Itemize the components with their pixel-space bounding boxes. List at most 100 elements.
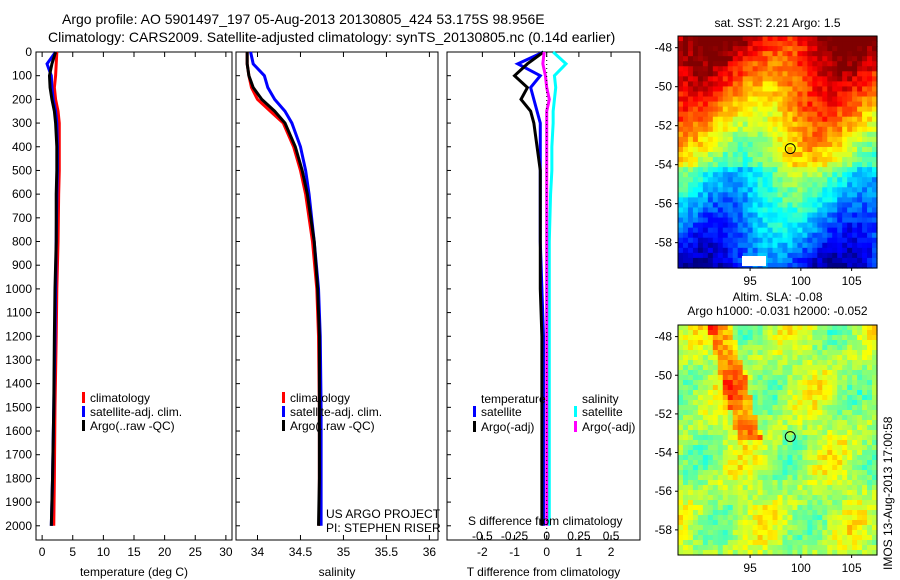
heatmap-cell bbox=[687, 212, 694, 219]
heatmap-cell bbox=[802, 550, 808, 556]
heatmap-cell bbox=[737, 390, 744, 396]
heatmap-cell bbox=[722, 252, 729, 259]
heatmap-cell bbox=[702, 131, 709, 138]
heatmap-cell bbox=[867, 76, 873, 82]
heatmap-cell bbox=[862, 380, 868, 386]
heatmap-cell bbox=[772, 395, 779, 401]
heatmap-cell bbox=[687, 505, 694, 511]
heatmap-cell bbox=[702, 162, 709, 168]
heatmap-cell bbox=[717, 455, 724, 461]
heatmap-cell bbox=[812, 450, 818, 456]
heatmap-cell bbox=[867, 510, 873, 516]
heatmap-cell bbox=[847, 340, 853, 346]
heatmap-cell bbox=[797, 440, 803, 446]
heatmap-cell bbox=[852, 222, 858, 229]
heatmap-cell bbox=[782, 415, 789, 421]
heatmap-cell bbox=[757, 530, 764, 536]
heatmap-cell bbox=[692, 395, 699, 401]
heatmap-cell bbox=[762, 126, 769, 133]
heatmap-cell bbox=[832, 430, 838, 436]
heatmap-cell bbox=[772, 355, 779, 361]
heatmap-cell bbox=[717, 490, 724, 496]
heatmap-cell bbox=[802, 475, 808, 481]
heatmap-cell bbox=[777, 420, 784, 426]
heatmap-cell bbox=[852, 157, 858, 163]
heatmap-cell bbox=[872, 330, 878, 336]
heatmap-cell bbox=[747, 420, 754, 426]
heatmap-cell bbox=[862, 81, 868, 88]
heatmap-cell bbox=[802, 395, 808, 401]
heatmap-cell bbox=[682, 505, 689, 511]
heatmap-cell bbox=[797, 480, 803, 486]
heatmap-cell bbox=[827, 167, 833, 173]
heatmap-cell bbox=[707, 162, 714, 168]
heatmap-cell bbox=[832, 177, 838, 183]
heatmap-cell bbox=[702, 430, 709, 436]
heatmap-cell bbox=[827, 340, 833, 346]
heatmap-cell bbox=[787, 525, 794, 531]
heatmap-cell bbox=[678, 167, 684, 173]
heatmap-cell bbox=[727, 445, 734, 451]
heatmap-cell bbox=[867, 106, 873, 113]
heatmap-cell bbox=[707, 202, 714, 209]
heatmap-cell bbox=[762, 410, 769, 416]
heatmap-cell bbox=[767, 415, 774, 421]
heatmap-cell bbox=[737, 325, 744, 331]
heatmap-cell bbox=[867, 355, 873, 361]
heatmap-cell bbox=[707, 545, 714, 551]
heatmap-cell bbox=[747, 430, 754, 436]
heatmap-cell bbox=[812, 520, 818, 526]
heatmap-cell bbox=[777, 106, 784, 113]
heatmap-cell bbox=[872, 192, 878, 198]
heatmap-cell bbox=[862, 455, 868, 461]
heatmap-cell bbox=[787, 167, 794, 173]
legend-swatch bbox=[473, 421, 476, 432]
heatmap-cell bbox=[757, 66, 764, 72]
heatmap-cell bbox=[722, 262, 729, 269]
heatmap-cell bbox=[792, 515, 798, 521]
heatmap-cell bbox=[832, 495, 838, 501]
heatmap-cell bbox=[802, 237, 808, 244]
heatmap-cell bbox=[812, 505, 818, 511]
heatmap-cell bbox=[872, 465, 878, 471]
heatmap-cell bbox=[862, 460, 868, 466]
heatmap-cell bbox=[687, 146, 694, 153]
heatmap-cell bbox=[792, 495, 798, 501]
heatmap-cell bbox=[707, 66, 714, 72]
heatmap-cell bbox=[732, 126, 739, 133]
heatmap-cell bbox=[832, 335, 838, 341]
heatmap-cell bbox=[797, 340, 803, 346]
heatmap-cell bbox=[852, 101, 858, 108]
heatmap-cell bbox=[767, 96, 774, 103]
heatmap-cell bbox=[712, 126, 719, 133]
heatmap-cell bbox=[752, 162, 759, 168]
heatmap-cell bbox=[787, 157, 794, 163]
heatmap-cell bbox=[752, 495, 759, 501]
heatmap-cell bbox=[678, 86, 684, 93]
heatmap-cell bbox=[678, 500, 684, 506]
heatmap-cell bbox=[727, 81, 734, 88]
heatmap-cell bbox=[737, 370, 744, 376]
heatmap-cell bbox=[707, 540, 714, 546]
heatmap-cell bbox=[712, 460, 719, 466]
heatmap-cell bbox=[857, 470, 863, 476]
heatmap-cell bbox=[678, 380, 684, 386]
heatmap-cell bbox=[697, 252, 704, 259]
heatmap-cell bbox=[737, 480, 744, 486]
heatmap-cell bbox=[842, 146, 848, 153]
heatmap-cell bbox=[837, 76, 843, 82]
heatmap-cell bbox=[712, 146, 719, 153]
heatmap-cell bbox=[737, 395, 744, 401]
heatmap-cell bbox=[842, 162, 848, 168]
heatmap-cell bbox=[867, 141, 873, 148]
heatmap-cell bbox=[757, 440, 764, 446]
heatmap-cell bbox=[697, 535, 704, 541]
heatmap-cell bbox=[822, 475, 828, 481]
heatmap-cell bbox=[777, 131, 784, 138]
heatmap-cell bbox=[707, 410, 714, 416]
heatmap-cell bbox=[797, 131, 803, 138]
heatmap-cell bbox=[807, 325, 813, 331]
heatmap-cell bbox=[867, 515, 873, 521]
heatmap-cell bbox=[682, 167, 689, 173]
heatmap-cell bbox=[717, 126, 724, 133]
